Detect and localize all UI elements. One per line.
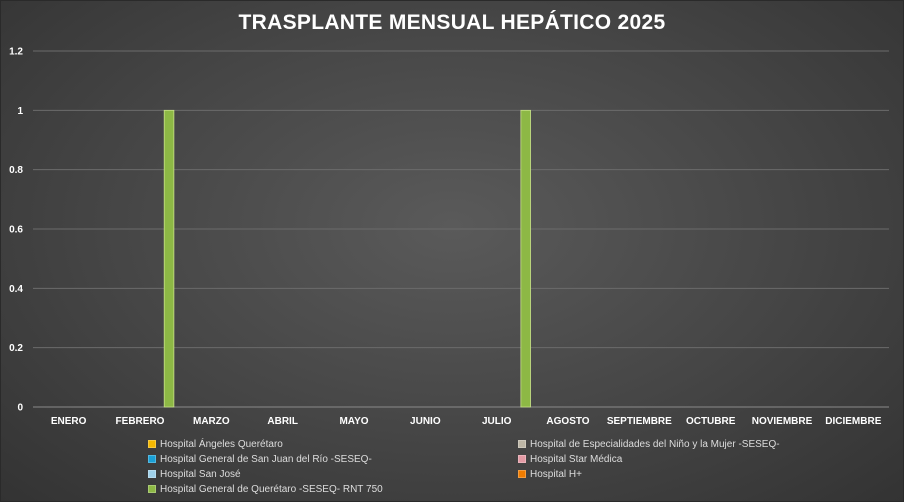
x-tick-label: OCTUBRE [686,416,736,427]
legend-item: Hospital Ángeles Querétaro [148,437,518,451]
x-tick-label: MARZO [193,416,230,427]
y-tick-label: 0.6 [9,225,23,236]
x-tick-label: AGOSTO [546,416,589,427]
bar [520,109,531,408]
x-tick-label: DICIEMBRE [825,416,881,427]
bar [163,109,175,408]
y-tick-label: 0.4 [9,284,23,295]
x-tick-label: SEPTIEMBRE [607,416,672,427]
x-tick-label: JUNIO [410,416,441,427]
legend-label: Hospital de Especialidades del Niño y la… [530,438,780,450]
x-tick-label: MAYO [339,416,368,427]
x-tick-label: NOVIEMBRE [752,416,813,427]
x-tick-label: ENERO [51,416,87,427]
legend-item: Hospital Star Médica [518,452,848,466]
y-tick-label: 1 [17,106,23,117]
legend-swatch [518,440,526,448]
legend-label: Hospital General de Querétaro -SESEQ- RN… [160,483,383,495]
legend-swatch [148,470,156,478]
legend-item: Hospital General de San Juan del Río -SE… [148,452,518,466]
legend-label: Hospital General de San Juan del Río -SE… [160,453,372,465]
legend-label: Hospital H+ [530,468,582,480]
legend-item: Hospital de Especialidades del Niño y la… [518,437,848,451]
legend-item: Hospital General de Querétaro -SESEQ- RN… [148,482,518,496]
y-tick-label: 1.2 [9,47,23,58]
legend-swatch [148,440,156,448]
legend-swatch [518,455,526,463]
chart-title: TRASPLANTE MENSUAL HEPÁTICO 2025 [238,11,666,34]
y-tick-label: 0.2 [9,343,23,354]
legend-label: Hospital San José [160,468,241,480]
legend: Hospital Ángeles Querétaro Hospital de Es… [148,437,848,496]
y-tick-label: 0.8 [9,165,23,176]
legend-swatch [148,455,156,463]
legend-label: Hospital Star Médica [530,453,623,465]
x-tick-label: ABRIL [267,416,298,427]
legend-swatch [518,470,526,478]
legend-item: Hospital San José [148,467,518,481]
legend-swatch [148,485,156,493]
legend-item: Hospital H+ [518,467,848,481]
legend-label: Hospital Ángeles Querétaro [160,438,283,450]
y-tick-label: 0 [17,403,23,414]
x-tick-label: FEBRERO [116,416,165,427]
x-tick-label: JULIO [482,416,512,427]
